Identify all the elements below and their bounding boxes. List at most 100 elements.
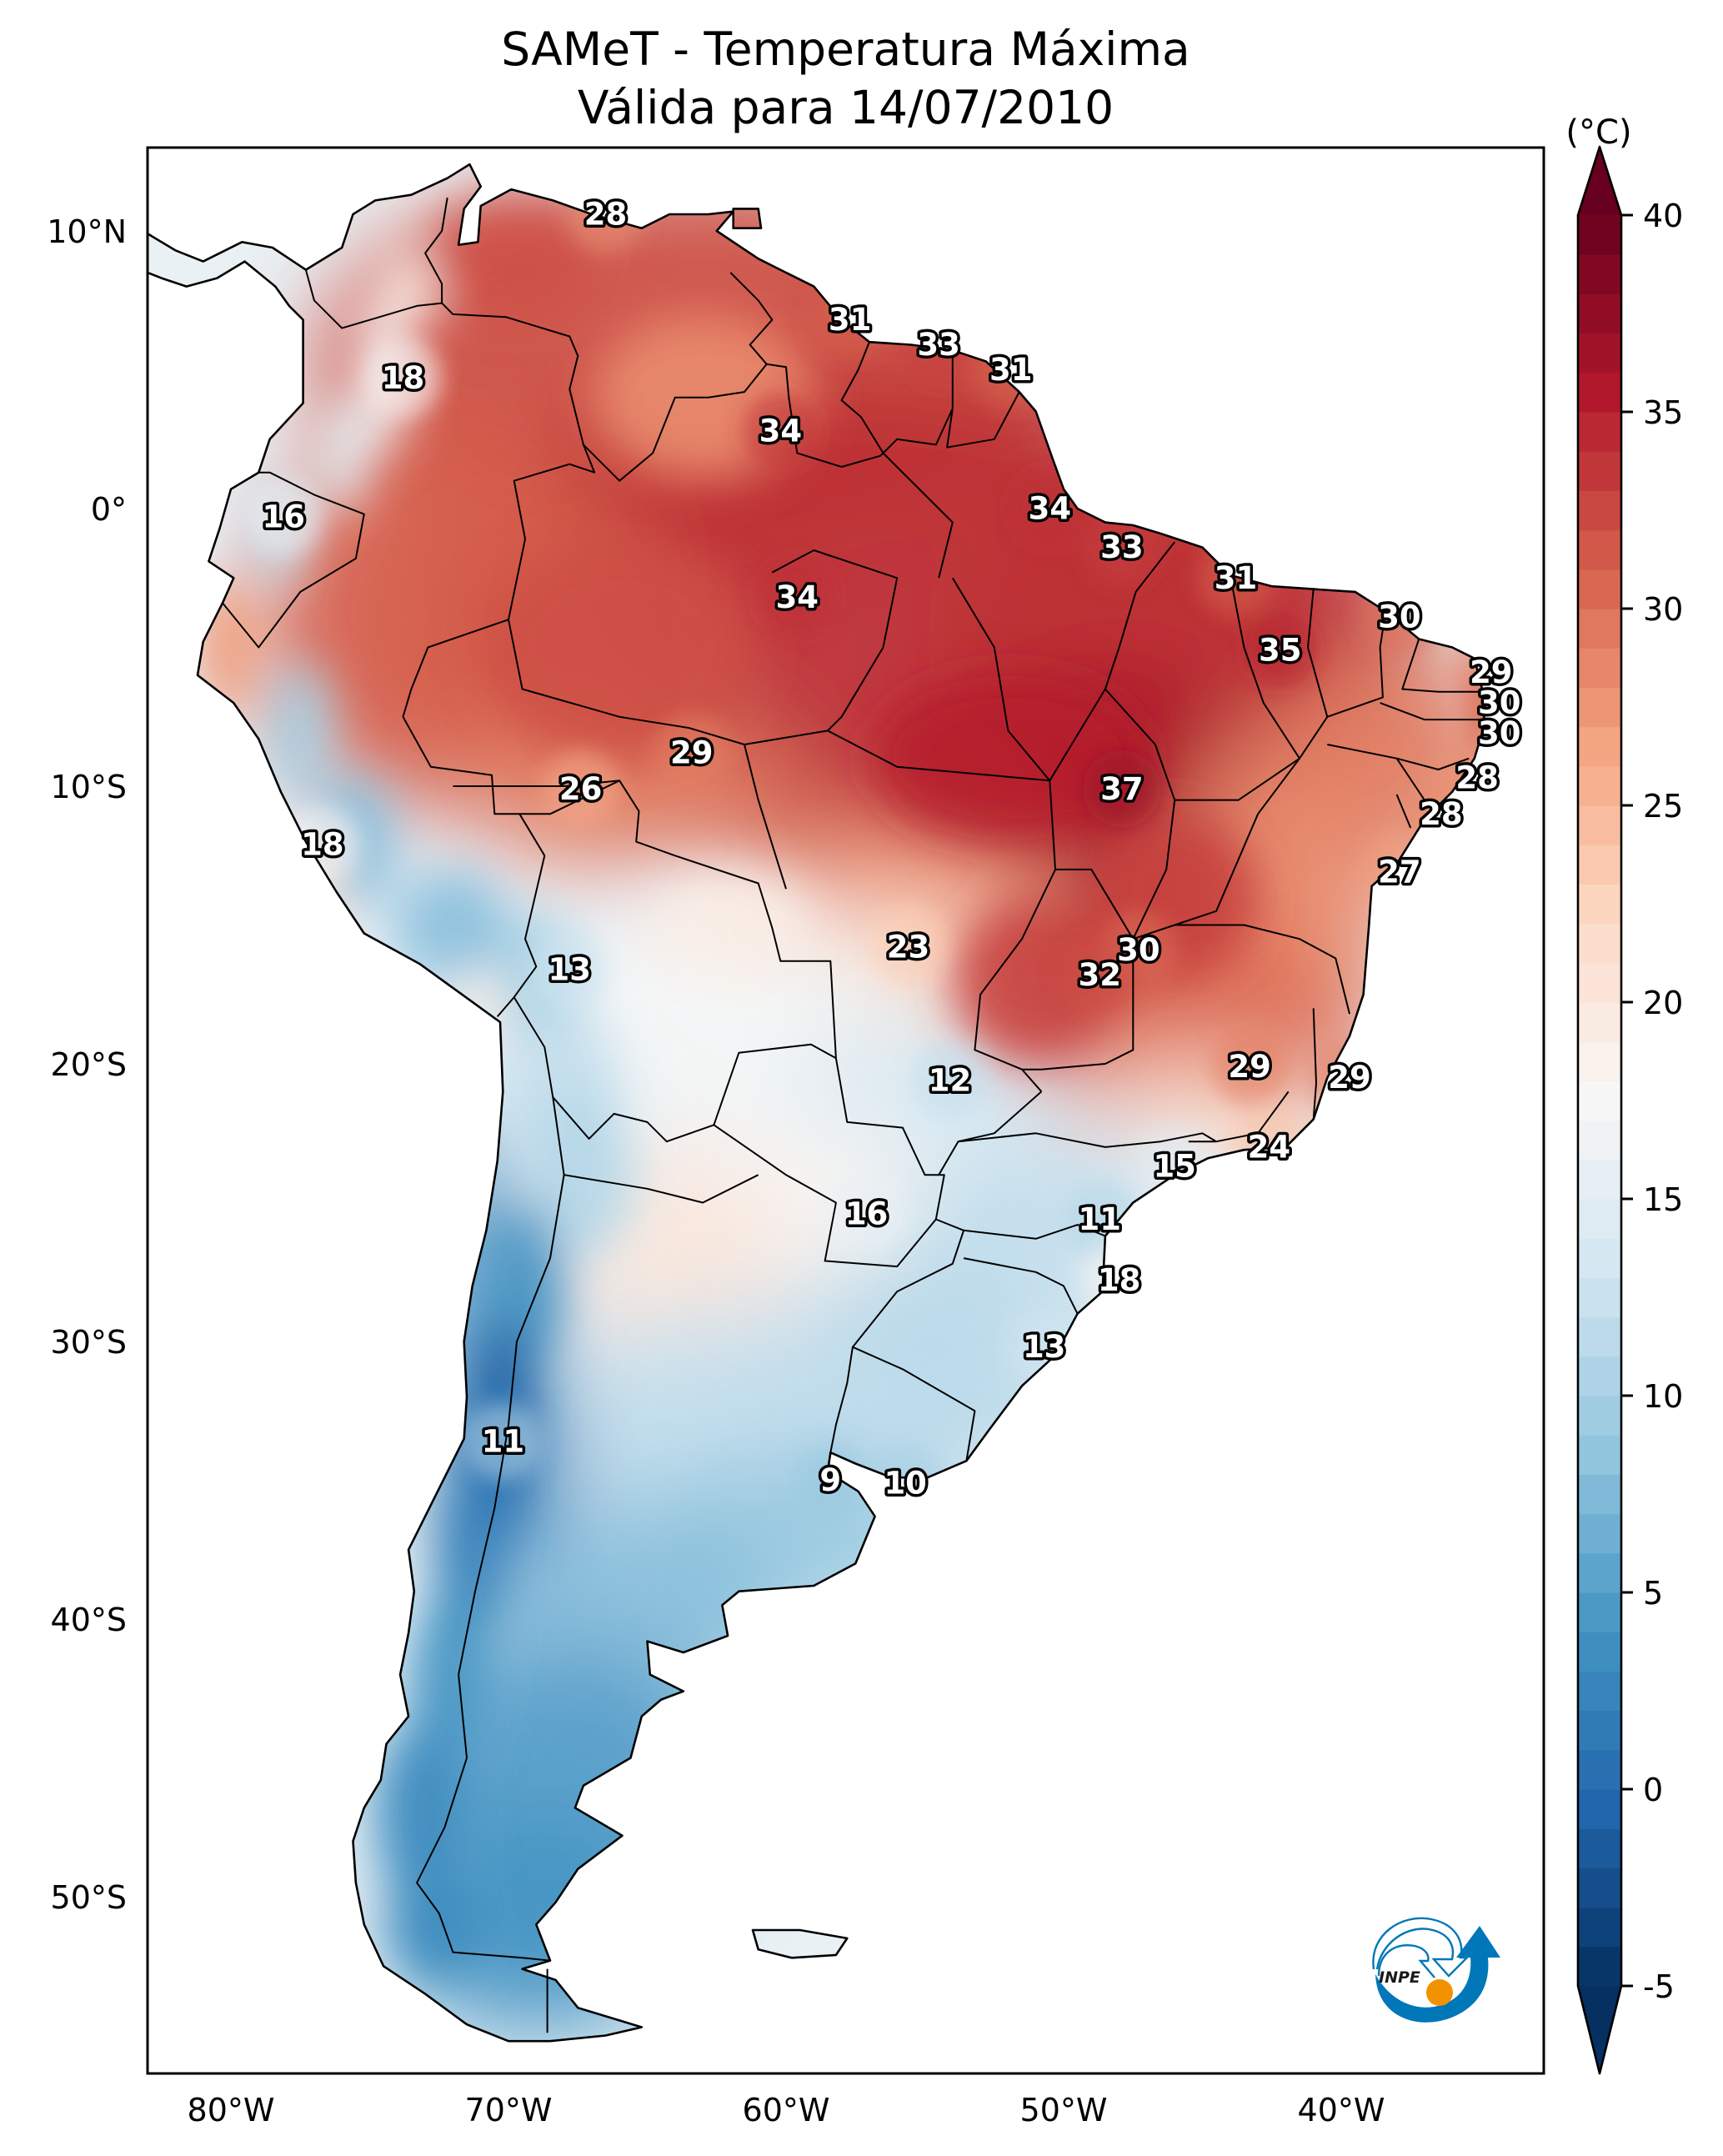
temperature-value-label: 16: [845, 1196, 889, 1231]
colorbar-segment: [1578, 1159, 1621, 1200]
colorbar-unit-label: (°C): [1565, 113, 1631, 152]
temperature-value-label: 29: [1228, 1049, 1271, 1085]
colorbar-segment: [1578, 609, 1621, 649]
temperature-value-label: 11: [482, 1423, 525, 1459]
colorbar-segment: [1578, 1632, 1621, 1672]
temperature-value-label: 34: [776, 579, 819, 615]
colorbar-segment: [1578, 1710, 1621, 1751]
colorbar-tick-label: 30: [1643, 591, 1683, 628]
y-tick-label: 40°S: [51, 1602, 127, 1638]
colorbar-segment: [1578, 1513, 1621, 1554]
logo-sun-circle: [1426, 1979, 1453, 2006]
logo-inner-arrow: [1377, 1943, 1435, 1978]
colorbar-segment: [1578, 1868, 1621, 1908]
colorbar-segment: [1578, 1081, 1621, 1121]
colorbar-ticks: 40 35 30 25 20 15 10 5 0 -5: [1621, 198, 1683, 2005]
border-line: [424, 197, 448, 303]
border-line: [1395, 794, 1412, 829]
temperature-value-label: 28: [1420, 796, 1463, 832]
border-line: [882, 452, 954, 579]
colorbar-segment: [1578, 765, 1621, 806]
colorbar-segment: [1578, 923, 1621, 964]
temperature-value-label: 31: [989, 352, 1033, 388]
island-coastline: [732, 208, 763, 229]
temperature-value-label: 28: [584, 197, 628, 233]
chart-title: SAMeT - Temperatura Máxima: [501, 23, 1190, 76]
colorbar-segment: [1578, 215, 1621, 255]
border-line: [1326, 611, 1387, 718]
border-line: [222, 471, 365, 649]
temperature-value-label: 37: [1100, 771, 1144, 807]
temperature-value-label: 29: [1328, 1060, 1371, 1096]
temperature-value-label: 9: [819, 1462, 841, 1498]
temperature-value-label: 26: [559, 771, 603, 807]
colorbar-segment: [1578, 687, 1621, 728]
logo-swoosh: [1375, 1926, 1500, 2023]
temperature-value-label: 31: [829, 302, 872, 338]
x-tick-label: 70°W: [465, 2092, 553, 2128]
border-line: [744, 744, 787, 890]
temperature-value-label: 12: [929, 1062, 972, 1098]
colorbar-segment: [1578, 372, 1621, 413]
temperature-value-label: 23: [887, 930, 930, 965]
temperature-value-label: 18: [1098, 1262, 1141, 1298]
colorbar-tick-label: 10: [1643, 1378, 1683, 1415]
colorbar-segment: [1578, 1592, 1621, 1632]
temperature-value-label: 34: [1029, 491, 1072, 527]
temperature-value-label: 33: [1100, 529, 1144, 565]
border-line: [729, 272, 954, 468]
temperature-value-label: 13: [1023, 1329, 1066, 1365]
logo-text: INPE: [1379, 1968, 1420, 1987]
colorbar-segment: [1578, 648, 1621, 688]
x-tick-label: 80°W: [188, 2092, 275, 2128]
colorbar-segment: [1578, 1041, 1621, 1081]
temperature-value-label: 18: [382, 360, 425, 396]
colorbar-tick-label: 40: [1643, 198, 1683, 234]
colorbar-segment: [1578, 333, 1621, 374]
colorbar-segment: [1578, 726, 1621, 767]
x-axis-ticks: 80°W 70°W 60°W 50°W 40°W: [188, 2092, 1385, 2128]
colorbar-segment: [1578, 1435, 1621, 1475]
colorbar-segment: [1578, 805, 1621, 845]
temperature-value-label: 30: [1478, 715, 1521, 751]
border-line: [453, 780, 620, 787]
border-line: [508, 619, 1050, 782]
border-line: [583, 364, 768, 482]
border-line: [1055, 688, 1176, 940]
border-line: [402, 619, 546, 1018]
colorbar-segment: [1578, 1120, 1621, 1161]
colorbar-extend-max: [1578, 147, 1621, 215]
temperature-value-label: 30: [1117, 932, 1160, 968]
y-axis-ticks: 10°N 0° 10°S 20°S 30°S 40°S 50°S: [47, 213, 127, 1916]
border-line: [1049, 541, 1175, 781]
y-tick-label: 30°S: [51, 1324, 127, 1361]
border-line: [1175, 924, 1350, 1015]
colorbar-segments: [1578, 147, 1621, 2073]
temperature-value-label: 28: [1455, 760, 1499, 796]
colorbar-segment: [1578, 1199, 1621, 1239]
temperature-value-label: 30: [1378, 599, 1421, 634]
temperature-value-label: 34: [759, 413, 803, 449]
y-tick-label: 10°N: [47, 213, 127, 250]
colorbar-segment: [1578, 962, 1621, 1003]
border-line: [852, 1218, 965, 1348]
colorbar-tick-label: 25: [1643, 788, 1683, 825]
temperature-value-label: 24: [1248, 1129, 1291, 1165]
chart-subtitle: Válida para 14/07/2010: [577, 81, 1114, 134]
border-line: [1175, 574, 1300, 801]
border-line: [963, 1224, 1106, 1240]
border-line: [1395, 758, 1439, 804]
border-line: [416, 1096, 565, 1962]
colorbar-segment: [1578, 254, 1621, 294]
colorbar-segment: [1578, 884, 1621, 925]
colorbar-segment: [1578, 1396, 1621, 1436]
colorbar: 40 35 30 25 20 15 10 5 0 -5 (°C): [1565, 113, 1683, 2075]
colorbar-segment: [1578, 1789, 1621, 1829]
continent-coastline: [148, 163, 1487, 2043]
logo-outer-arrow: [1372, 1917, 1470, 1978]
border-line: [963, 1257, 1079, 1315]
inpe-logo: INPE: [1372, 1917, 1500, 2023]
